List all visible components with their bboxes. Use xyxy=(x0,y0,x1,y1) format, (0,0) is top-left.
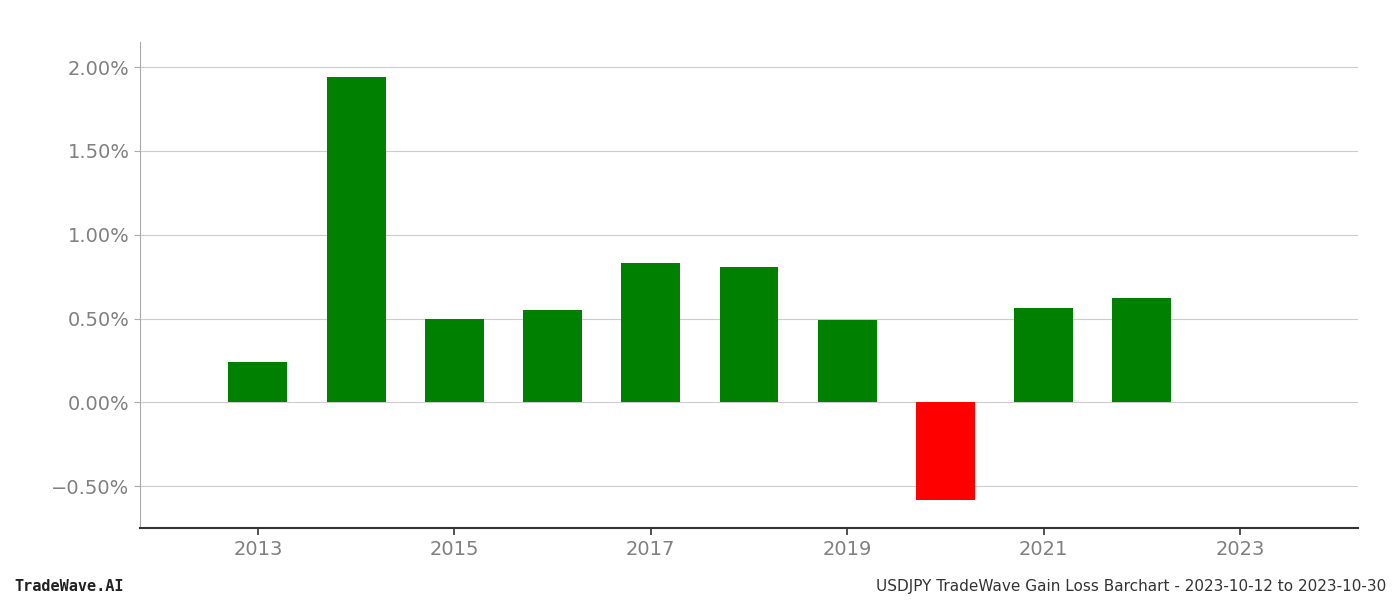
Bar xyxy=(228,362,287,403)
Text: TradeWave.AI: TradeWave.AI xyxy=(14,579,123,594)
Bar xyxy=(720,266,778,403)
Bar xyxy=(424,319,484,403)
Bar xyxy=(524,310,582,403)
Text: USDJPY TradeWave Gain Loss Barchart - 2023-10-12 to 2023-10-30: USDJPY TradeWave Gain Loss Barchart - 20… xyxy=(876,579,1386,594)
Bar xyxy=(1113,298,1172,403)
Bar xyxy=(326,77,385,403)
Bar xyxy=(622,263,680,403)
Bar xyxy=(916,403,974,500)
Bar xyxy=(1014,308,1074,403)
Bar xyxy=(818,320,876,403)
